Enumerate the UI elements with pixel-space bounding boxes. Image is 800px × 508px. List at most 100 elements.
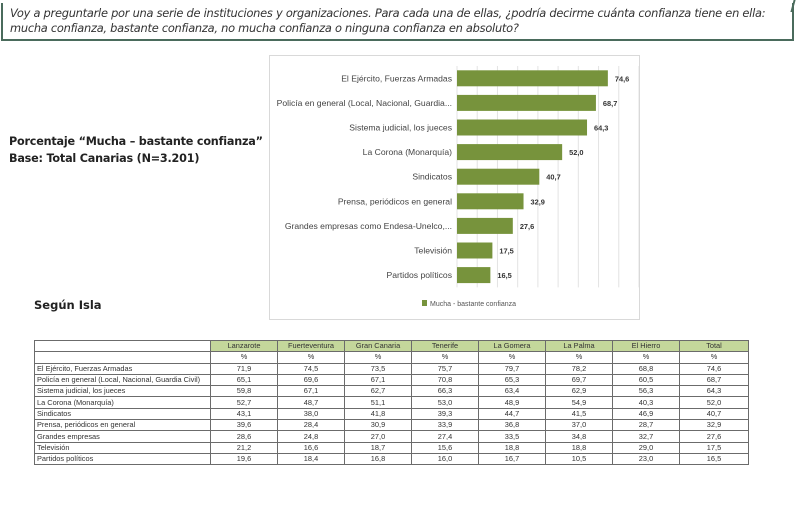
bar-chart-svg: El Ejército, Fuerzas Armadas 74,6 Policía … <box>277 66 639 308</box>
table-column-header: Tenerife <box>411 339 479 353</box>
table-column-header: El Hierro <box>612 339 680 353</box>
table-cell: 48,9 <box>478 396 546 409</box>
table-row-label: Partidos políticos <box>34 452 211 466</box>
table-cell: 16,5 <box>679 452 749 466</box>
table-column-header: Gran Canaria <box>344 339 412 353</box>
table-cell: 52,0 <box>679 396 749 409</box>
table-row-label: Sistema judicial, los jueces <box>34 385 211 398</box>
table-cell: 33,9 <box>411 419 479 432</box>
table-cell: 71,9 <box>210 362 278 375</box>
table-row: Sindicatos 43,1 38,0 41,8 39,3 44,7 41,5 46,9 40… <box>34 407 749 421</box>
table-unit-cell: % <box>478 351 546 364</box>
table-cell: 27,6 <box>679 430 749 443</box>
table-row-label: La Corona (Monarquía) <box>34 396 211 409</box>
table-row-label: El Ejército, Fuerzas Armadas <box>34 362 211 375</box>
data-label: 16,5 <box>497 271 511 280</box>
table-cell: 69,7 <box>545 373 613 387</box>
table-unit-cell: % <box>344 351 412 364</box>
table-row: La Corona (Monarquía) 52,7 48,7 51,1 53,0 48,… <box>34 396 749 409</box>
table-unit-blank <box>34 351 211 364</box>
legend-swatch <box>422 300 427 306</box>
table-cell: 33,5 <box>478 430 546 443</box>
table-cell: 74,6 <box>679 362 749 375</box>
table-cell: 41,5 <box>545 407 613 421</box>
table-header-blank <box>34 339 211 353</box>
table-cell: 68,7 <box>679 373 749 387</box>
table-cell: 67,1 <box>344 373 412 387</box>
table-cell: 18,8 <box>478 441 546 454</box>
data-label: 74,6 <box>615 74 629 83</box>
table-row: Televisión 21,2 16,6 18,7 15,6 18,8 18,8 29,0 17… <box>34 441 749 454</box>
table-cell: 38,0 <box>277 407 345 421</box>
table-cell: 41,8 <box>344 407 412 421</box>
table-unit-cell: % <box>210 351 278 364</box>
bar-chart: El Ejército, Fuerzas Armadas 74,6 Policía … <box>269 55 640 320</box>
table-unit-cell: % <box>612 351 680 364</box>
table-row: Partidos políticos 19,6 18,4 16,8 16,0 16,7 10… <box>34 452 749 466</box>
table-cell: 78,2 <box>545 362 613 375</box>
table-cell: 16,8 <box>344 452 412 466</box>
table-cell: 37,0 <box>545 419 613 432</box>
data-label: 32,9 <box>531 197 545 206</box>
table-cell: 44,7 <box>478 407 546 421</box>
legend-label: Mucha - bastante confianza <box>430 301 516 308</box>
table-unit-cell: % <box>679 351 749 364</box>
table-column-header: Total <box>679 339 749 353</box>
table-cell: 16,0 <box>411 452 479 466</box>
table-cell: 46,9 <box>612 407 680 421</box>
category-label: La Corona (Monarquía) <box>363 147 452 157</box>
table-header-row: Lanzarote Fuerteventura Gran Canaria Teneri… <box>34 339 749 353</box>
table-column-header: Fuerteventura <box>277 339 345 353</box>
table-row-label: Prensa, periódicos en general <box>34 419 211 432</box>
table-cell: 39,3 <box>411 407 479 421</box>
table-cell: 74,5 <box>277 362 345 375</box>
table-cell: 27,0 <box>344 430 412 443</box>
category-label: Televisión <box>414 246 452 256</box>
table-cell: 43,1 <box>210 407 278 421</box>
data-label: 40,7 <box>546 173 560 182</box>
table-cell: 68,8 <box>612 362 680 375</box>
table-cell: 39,6 <box>210 419 278 432</box>
table-cell: 75,7 <box>411 362 479 375</box>
bar <box>457 94 596 111</box>
table-row-label: Televisión <box>34 441 211 454</box>
table-cell: 24,8 <box>277 430 345 443</box>
data-label: 52,0 <box>569 148 583 157</box>
table-cell: 16,6 <box>277 441 345 454</box>
table-row-label: Grandes empresas <box>34 430 211 443</box>
table-cell: 34,8 <box>545 430 613 443</box>
table-cell: 28,6 <box>210 430 278 443</box>
table-unit-cell: % <box>545 351 613 364</box>
question-box: Voy a preguntarle por una serie de insti… <box>1 3 794 41</box>
table-cell: 56,3 <box>612 385 680 398</box>
table-cell: 52,7 <box>210 396 278 409</box>
bar <box>457 267 491 284</box>
table-row: Policía en general (Local, Nacional, Gua… <box>34 373 749 387</box>
table-cell: 62,9 <box>545 385 613 398</box>
table-cell: 65,3 <box>478 373 546 387</box>
bar <box>457 144 563 161</box>
table-cell: 15,6 <box>411 441 479 454</box>
table-cell: 62,7 <box>344 385 412 398</box>
table-column-header: La Palma <box>545 339 613 353</box>
table-cell: 40,7 <box>679 407 749 421</box>
table-cell: 54,9 <box>545 396 613 409</box>
table-column-header: Lanzarote <box>210 339 278 353</box>
table-cell: 66,3 <box>411 385 479 398</box>
data-label: 64,3 <box>594 124 608 133</box>
table-cell: 30,9 <box>344 419 412 432</box>
category-label: El Ejército, Fuerzas Armadas <box>341 73 452 83</box>
table-cell: 10,5 <box>545 452 613 466</box>
subtitle-line-1: Porcentaje “Mucha – bastante confianza” <box>9 135 263 148</box>
table-unit-cell: % <box>411 351 479 364</box>
table-cell: 29,0 <box>612 441 680 454</box>
data-label: 68,7 <box>603 99 617 108</box>
question-line-1: Voy a preguntarle por una serie de insti… <box>10 6 766 20</box>
bar <box>457 217 513 234</box>
table-cell: 16,7 <box>478 452 546 466</box>
table-cell: 69,6 <box>277 373 345 387</box>
table-cell: 32,9 <box>679 419 749 432</box>
bar <box>457 193 524 210</box>
table-cell: 63,4 <box>478 385 546 398</box>
table-cell: 60,5 <box>612 373 680 387</box>
